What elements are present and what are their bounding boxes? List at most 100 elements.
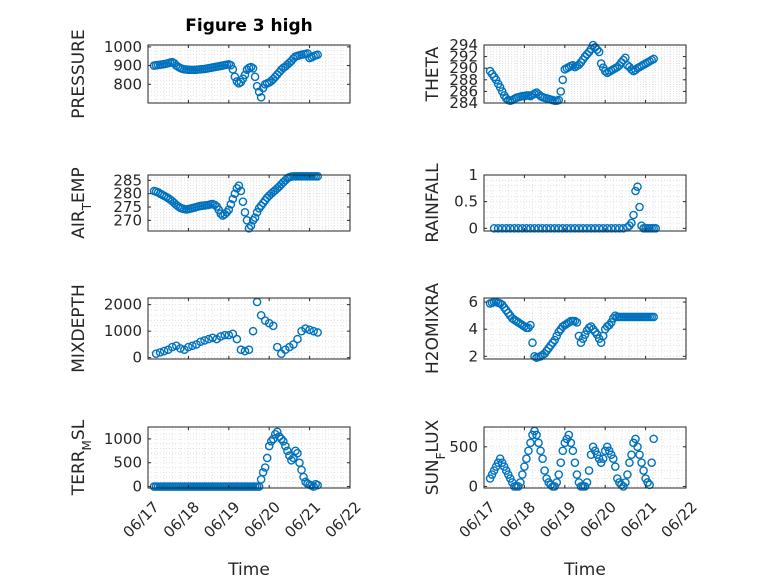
data-point [526,224,535,233]
series-markers [149,172,322,233]
data-point [540,466,549,475]
data-point [600,66,610,76]
y-tick-label: 1 [468,166,478,184]
data-point [558,446,568,456]
data-point [556,87,566,96]
chart-panel-4: 0 0.5 1 RAINFALL [423,163,687,243]
data-point [155,348,165,357]
y-axis-label: AIRTEMP [69,167,94,238]
data-point [635,450,644,460]
y-tick-label: 1000 [104,430,142,448]
data-point [586,224,596,233]
data-point [538,454,547,463]
y-axis-label: RAINFALL [423,163,443,243]
data-point [582,49,592,59]
data-point [518,470,527,479]
data-point [234,181,244,190]
data-point [647,458,656,467]
data-point [196,337,205,347]
data-point [556,458,566,467]
data-point [584,323,594,333]
data-point [580,330,590,339]
data-point [216,332,226,341]
data-point [520,462,529,471]
data-point [552,331,562,341]
data-point [596,59,606,68]
series-markers [485,40,658,105]
data-point [627,65,636,74]
data-point [246,62,256,72]
data-point [534,438,543,448]
data-point [272,342,282,352]
data-point [260,463,270,472]
data-point [501,224,511,233]
data-point [629,210,638,220]
data-point [220,330,230,340]
data-point [228,329,238,339]
data-point [631,186,640,196]
y-axis-label: MIXDEPTH [69,284,89,373]
y-tick-label: 800 [113,75,142,93]
y-tick-label: 4 [468,320,478,338]
data-point [590,224,600,233]
data-point [184,342,193,352]
series-markers [149,427,322,491]
axes-box [483,297,687,360]
data-point [649,54,658,64]
data-point [554,224,564,233]
series-markers [485,426,658,491]
data-point [584,466,594,475]
data-point [264,441,274,451]
x-axis-label: Time [563,560,606,580]
data-point [248,326,258,336]
data-point [554,95,564,105]
data-point [238,197,248,206]
data-point [594,224,604,233]
data-point [566,224,576,233]
data-point [542,224,551,233]
data-point [216,209,226,218]
data-point [633,182,642,192]
data-point [649,434,658,444]
data-point [228,194,238,204]
data-point [611,462,620,471]
data-point [266,436,276,446]
data-point [240,70,250,80]
data-point [204,334,213,344]
data-point [167,342,177,352]
data-point [200,336,209,345]
data-point [633,442,642,452]
data-point [621,53,630,63]
data-point [592,45,602,54]
data-point [299,472,308,482]
data-point [582,224,592,233]
data-point [611,224,620,233]
y-tick-label: 292 [449,48,478,66]
data-point [570,224,580,233]
data-point [526,438,535,448]
data-point [627,218,636,228]
axes-box [147,174,351,232]
data-point [578,334,588,343]
data-point [566,438,576,448]
data-point [639,466,648,475]
data-point [568,446,578,456]
data-point [252,208,262,217]
data-point [564,318,574,327]
plot-area [484,175,686,231]
data-point [514,224,523,233]
data-point [268,321,278,331]
y-tick-label: 275 [113,198,142,216]
data-point [309,326,318,336]
data-point [250,213,260,222]
axes-box [483,174,687,232]
data-point [637,458,646,467]
data-point [524,446,533,456]
data-point [572,470,582,479]
data-point [258,467,268,477]
series-markers [485,297,658,362]
